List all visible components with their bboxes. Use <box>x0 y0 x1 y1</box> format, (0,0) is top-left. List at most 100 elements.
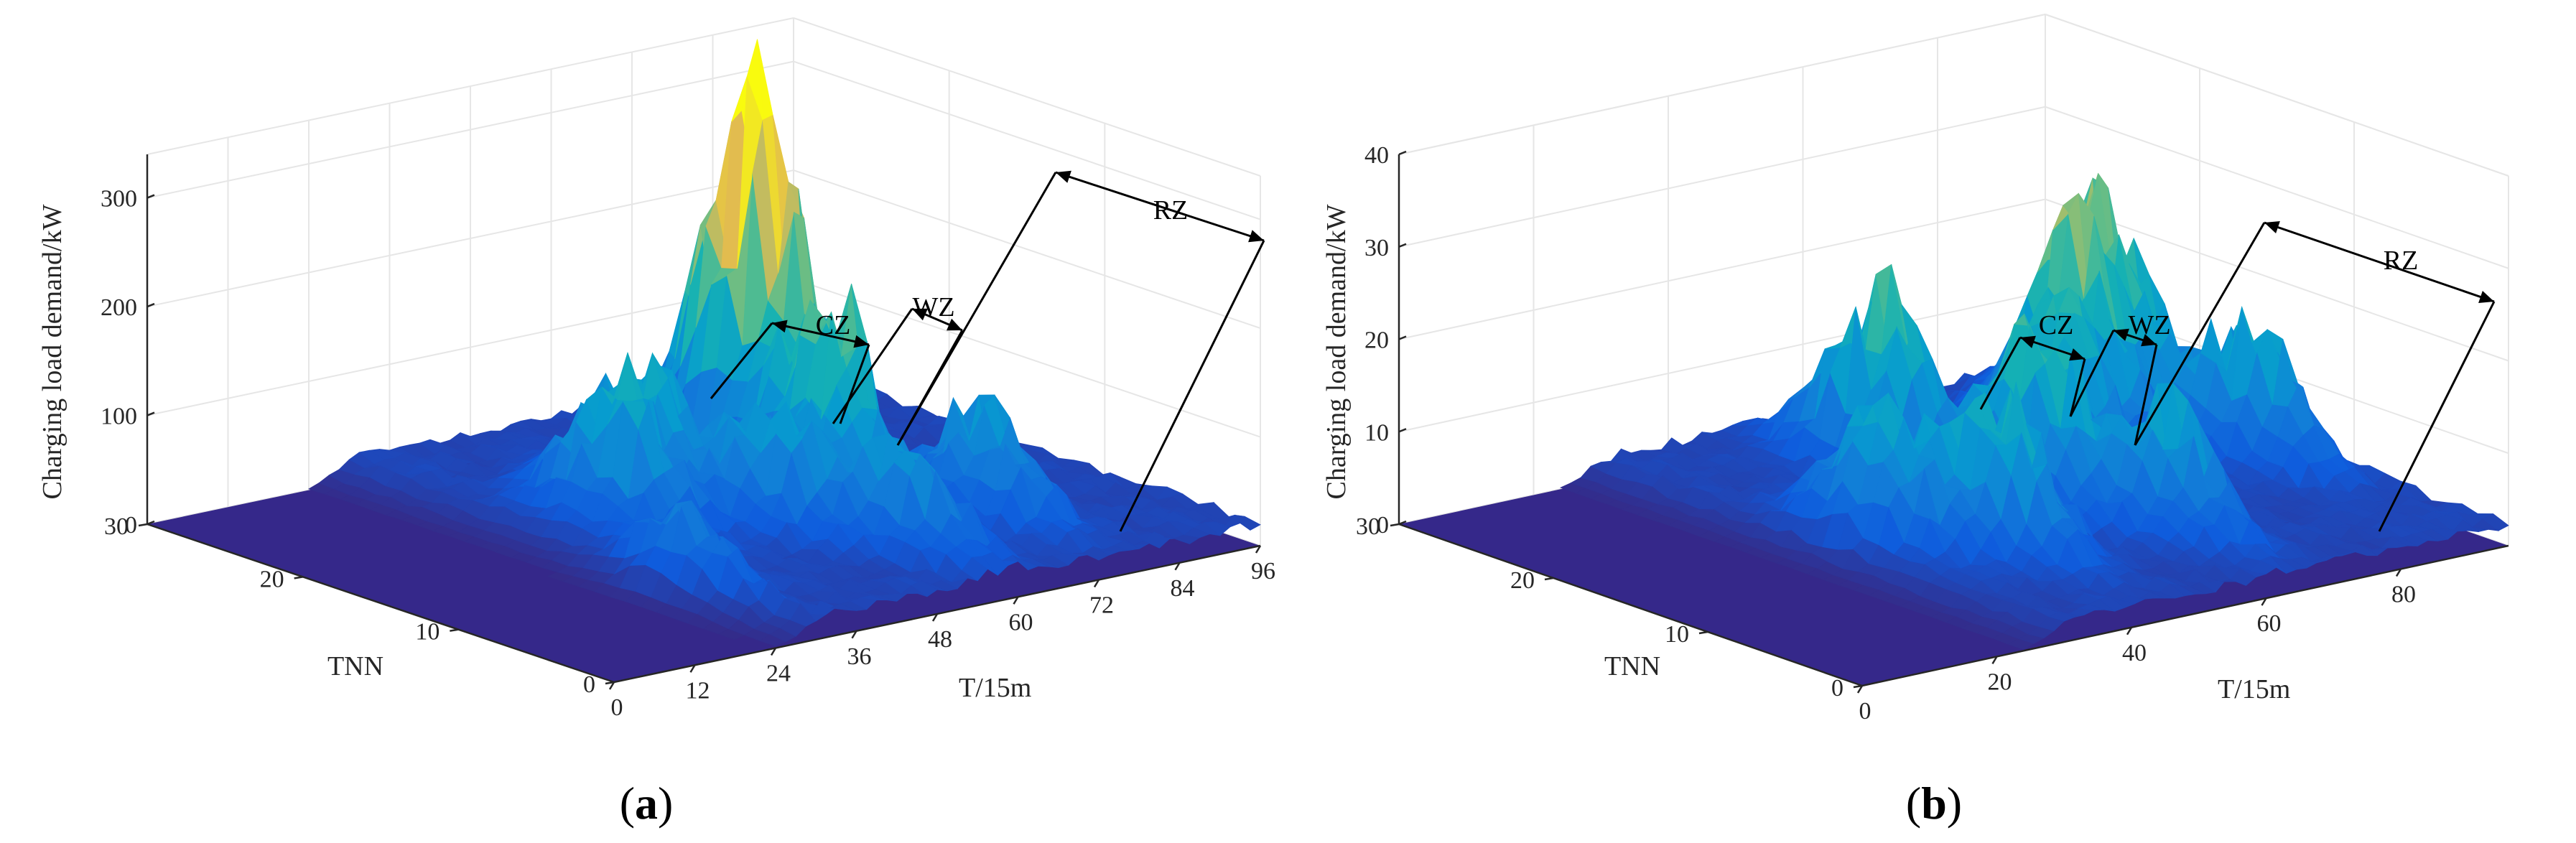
b-x-tick-label: 60 <box>2257 610 2282 637</box>
a-y-axis <box>147 523 615 684</box>
a-grid-line <box>793 169 1261 330</box>
a-x-tick-mark <box>1174 562 1181 571</box>
a-zone-label: WZ <box>912 292 954 322</box>
a-grid-line <box>793 60 1261 220</box>
a-caption-close: ) <box>658 778 673 829</box>
b-z-tick-label: 10 <box>1364 419 1389 446</box>
a-axes: 0122436486072849601020300100200300T/15mT… <box>37 154 1275 721</box>
b-y-axis <box>1398 523 1863 687</box>
b-y-tick-mark <box>1853 684 1863 689</box>
b-zone-arrowhead <box>2264 221 2280 233</box>
a-x-axis-label: T/15m <box>959 673 1031 703</box>
b-grid-line <box>1398 291 2046 433</box>
b-grid-line <box>2045 106 2509 269</box>
b-caption-open: ( <box>1906 778 1921 829</box>
a-zone-arrowhead <box>853 335 869 348</box>
a-zone-label: CZ <box>816 310 851 340</box>
b-panel-caption: (b) <box>1906 778 1962 829</box>
a-zone-arrowhead <box>1056 170 1071 183</box>
b-caption-close: ) <box>1947 778 1962 829</box>
b-x-tick-mark <box>2395 568 2402 577</box>
a-x-tick-label: 72 <box>1089 592 1114 619</box>
b-zone-label: WZ <box>2128 310 2170 340</box>
a-x-tick-mark <box>689 664 696 673</box>
a-caption-open: ( <box>620 778 635 829</box>
a-y-tick-label: 10 <box>415 619 440 646</box>
a-y-tick-label: 20 <box>260 566 284 592</box>
a-zone-arrowhead <box>1248 230 1264 243</box>
b-zone-label: CZ <box>2039 310 2074 340</box>
a-x-tick-label: 84 <box>1171 575 1195 602</box>
b-y-tick-label: 0 <box>1831 675 1843 702</box>
b-x-tick-label: 40 <box>2122 640 2147 666</box>
b-y-tick-label: 10 <box>1665 621 1689 648</box>
b-zone-arrowhead <box>2478 291 2494 303</box>
a-z-tick-mark <box>147 411 155 416</box>
b-z-tick-label: 40 <box>1364 142 1389 169</box>
b-z-tick-mark <box>1398 150 1407 156</box>
b-x-tick-label: 80 <box>2391 582 2416 608</box>
a-x-tick-mark <box>1013 596 1019 605</box>
b-zone-leader <box>2069 358 2086 417</box>
a-zone-leader <box>710 322 773 399</box>
b-zone-cz: CZ <box>1979 310 2086 417</box>
b-zone-arrow <box>2264 221 2495 303</box>
a-x-tick-label: 48 <box>928 626 952 653</box>
b-zone-leader <box>2378 301 2496 532</box>
a-x-tick-mark <box>1093 579 1100 588</box>
a-zone-brackets: CZ WZ RZ <box>710 170 1265 532</box>
a-z-tick-mark <box>147 194 155 199</box>
b-y-tick-label: 20 <box>1510 567 1535 594</box>
a-zone-arrow <box>1055 171 1265 242</box>
b-x-tick-mark <box>1991 656 1998 665</box>
b-x-axis-label: T/15m <box>2218 674 2290 704</box>
a-grid-line <box>793 278 1261 438</box>
b-axes: 0204060800102030010203040T/15mTNNChargin… <box>1321 142 2509 725</box>
a-x-tick-mark <box>770 647 777 656</box>
b-zone-leader <box>2134 222 2266 446</box>
a-zone-leader <box>1119 240 1265 532</box>
a-grid-line <box>793 17 1261 177</box>
a-y-tick-label: 0 <box>583 671 595 698</box>
a-x-tick-mark <box>851 630 857 639</box>
b-z-tick-mark <box>1398 243 1407 248</box>
a-zone-arrowhead <box>947 318 962 331</box>
a-y-tick-mark <box>450 628 459 632</box>
b-y-tick-mark <box>1698 630 1708 635</box>
b-zone-label: RZ <box>2384 246 2419 276</box>
a-x-tick-label: 60 <box>1009 609 1033 635</box>
b-zone-arrowhead <box>2069 348 2085 361</box>
a-y-tick-mark <box>605 681 615 685</box>
b-y-tick-label: 30 <box>1356 513 1380 540</box>
b-grid-line <box>1398 198 2046 340</box>
b-z-axis-label: Charging load demand/kW <box>1321 204 1352 499</box>
b-zone-arrowhead <box>2114 328 2129 341</box>
a-grid-line <box>147 60 794 199</box>
b-grid-line <box>2045 198 2509 362</box>
b-zone-leader <box>2134 344 2158 446</box>
a-x-tick-mark <box>1255 545 1262 554</box>
a-y-axis-label: TNN <box>327 651 383 681</box>
a-surface-patch <box>1234 514 1261 531</box>
b-z-tick-mark <box>1398 335 1407 340</box>
a-grid-line <box>147 17 794 155</box>
b-x-tick-mark <box>2126 627 2133 635</box>
a-x-tick-label: 36 <box>847 643 872 670</box>
b-z-tick-label: 30 <box>1364 235 1389 261</box>
a-panel-caption: (a) <box>620 778 674 829</box>
b-x-tick-mark <box>1856 685 1864 694</box>
a-zone-leader <box>832 308 913 424</box>
a-caption-letter: a <box>635 778 658 829</box>
a-x-tick-label: 0 <box>611 694 623 721</box>
b-x-tick-label: 20 <box>1988 669 2012 695</box>
b-z-tick-label: 20 <box>1364 327 1389 354</box>
b-z-tick-mark <box>1398 428 1407 433</box>
a-z-tick-mark <box>147 302 155 308</box>
b-grid-line <box>1398 14 2046 155</box>
b-y-axis-label: TNN <box>1604 651 1660 681</box>
b-zone-brackets: CZ WZ RZ <box>1979 221 2496 532</box>
b-y-tick-mark <box>1544 577 1554 581</box>
panel-b-chart: 0204060800102030010203040T/15mTNNChargin… <box>1321 14 2509 829</box>
b-zone-arrowhead <box>2020 335 2036 348</box>
